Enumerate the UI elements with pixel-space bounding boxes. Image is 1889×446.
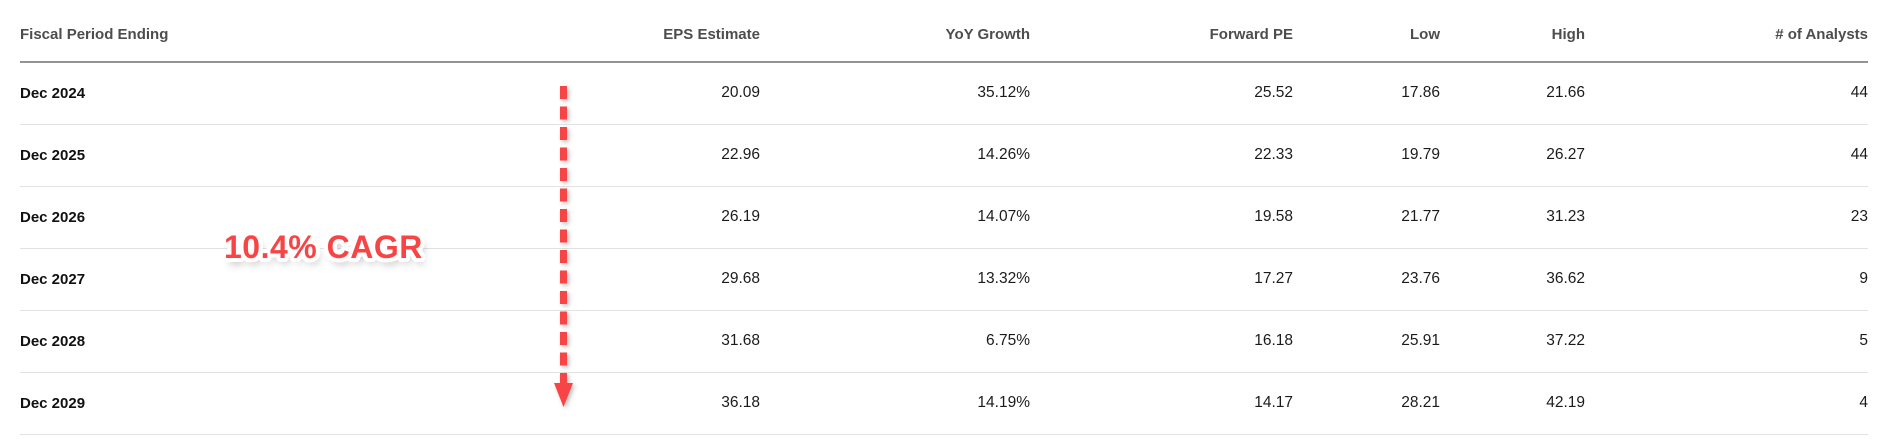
- period-cell: Dec 2029: [20, 372, 380, 435]
- cagr-label: 10.4% CAGR: [224, 229, 423, 265]
- value-cell: 9: [1585, 248, 1868, 311]
- value-cell: 13.32%: [760, 248, 1030, 311]
- value-cell: 17.27: [1030, 248, 1293, 311]
- eps-estimates-table: Fiscal Period Ending EPS Estimate YoY Grow…: [20, 0, 1868, 435]
- value-cell: 42.19: [1440, 372, 1585, 435]
- table-header-row: Fiscal Period Ending EPS Estimate YoY Grow…: [20, 0, 1868, 63]
- value-cell: 5: [1585, 310, 1868, 373]
- value-cell: 22.96: [380, 124, 760, 187]
- value-cell: 36.62: [1440, 248, 1585, 311]
- value-cell: 16.18: [1030, 310, 1293, 373]
- column-header-of-analysts: # of Analysts: [1585, 0, 1868, 63]
- table-row: Dec 2024 20.09 35.12% 25.52 17.86 21.66 44: [20, 62, 1868, 125]
- value-cell: 25.91: [1293, 310, 1440, 373]
- value-cell: 14.17: [1030, 372, 1293, 435]
- value-cell: 6.75%: [760, 310, 1030, 373]
- period-cell: Dec 2028: [20, 310, 380, 373]
- value-cell: 26.27: [1440, 124, 1585, 187]
- value-cell: 21.77: [1293, 186, 1440, 249]
- value-cell: 19.58: [1030, 186, 1293, 249]
- column-header-high: High: [1440, 0, 1585, 63]
- value-cell: 31.68: [380, 310, 760, 373]
- value-cell: 37.22: [1440, 310, 1585, 373]
- value-cell: 31.23: [1440, 186, 1585, 249]
- table-row: Dec 2025 22.96 14.26% 22.33 19.79 26.27 44: [20, 124, 1868, 187]
- column-header-yoy-growth: YoY Growth: [760, 0, 1030, 63]
- table-row: Dec 2028 31.68 6.75% 16.18 25.91 37.22 5: [20, 310, 1868, 373]
- column-header-forward-pe: Forward PE: [1030, 0, 1293, 63]
- cagr-down-arrow-icon: [554, 86, 573, 407]
- value-cell: 22.33: [1030, 124, 1293, 187]
- period-cell: Dec 2025: [20, 124, 380, 187]
- table-row: Dec 2027 29.68 13.32% 17.27 23.76 36.62 9: [20, 248, 1868, 311]
- value-cell: 25.52: [1030, 62, 1293, 125]
- value-cell: 14.19%: [760, 372, 1030, 435]
- table-row: Dec 2029 36.18 14.19% 14.17 28.21 42.19 4: [20, 372, 1868, 435]
- value-cell: 36.18: [380, 372, 760, 435]
- column-header-fiscal-period-ending: Fiscal Period Ending: [20, 0, 380, 63]
- value-cell: 26.19: [380, 186, 760, 249]
- value-cell: 29.68: [380, 248, 760, 311]
- table-row: Dec 2026 26.19 14.07% 19.58 21.77 31.23 23: [20, 186, 1868, 249]
- value-cell: 14.26%: [760, 124, 1030, 187]
- period-cell: Dec 2026: [20, 186, 380, 249]
- value-cell: 20.09: [380, 62, 760, 125]
- value-cell: 35.12%: [760, 62, 1030, 125]
- value-cell: 19.79: [1293, 124, 1440, 187]
- period-cell: Dec 2027: [20, 248, 380, 311]
- value-cell: 28.21: [1293, 372, 1440, 435]
- period-cell: Dec 2024: [20, 62, 380, 125]
- value-cell: 21.66: [1440, 62, 1585, 125]
- value-cell: 44: [1585, 62, 1868, 125]
- value-cell: 23: [1585, 186, 1868, 249]
- value-cell: 44: [1585, 124, 1868, 187]
- value-cell: 17.86: [1293, 62, 1440, 125]
- column-header-eps-estimate: EPS Estimate: [380, 0, 760, 63]
- column-header-low: Low: [1293, 0, 1440, 63]
- value-cell: 14.07%: [760, 186, 1030, 249]
- value-cell: 23.76: [1293, 248, 1440, 311]
- value-cell: 4: [1585, 372, 1868, 435]
